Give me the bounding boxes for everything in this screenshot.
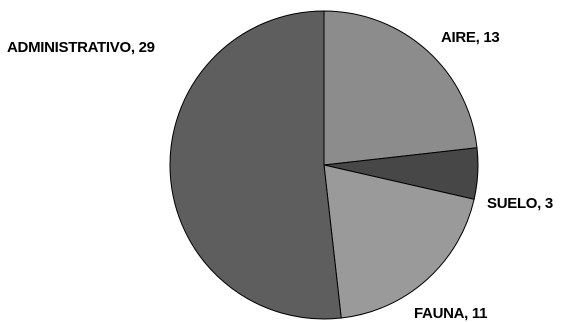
pie-slice-fauna xyxy=(323,164,475,319)
pie-slices xyxy=(169,10,479,320)
pie-slice-aire xyxy=(323,10,478,166)
pie-slice-administrativo xyxy=(169,10,342,320)
slice-label-administrativo: ADMINISTRATIVO, 29 xyxy=(7,39,155,56)
slice-label-aire: AIRE, 13 xyxy=(441,29,499,46)
slice-label-fauna: FAUNA, 11 xyxy=(414,305,487,322)
slice-label-suelo: SUELO, 3 xyxy=(487,195,553,212)
